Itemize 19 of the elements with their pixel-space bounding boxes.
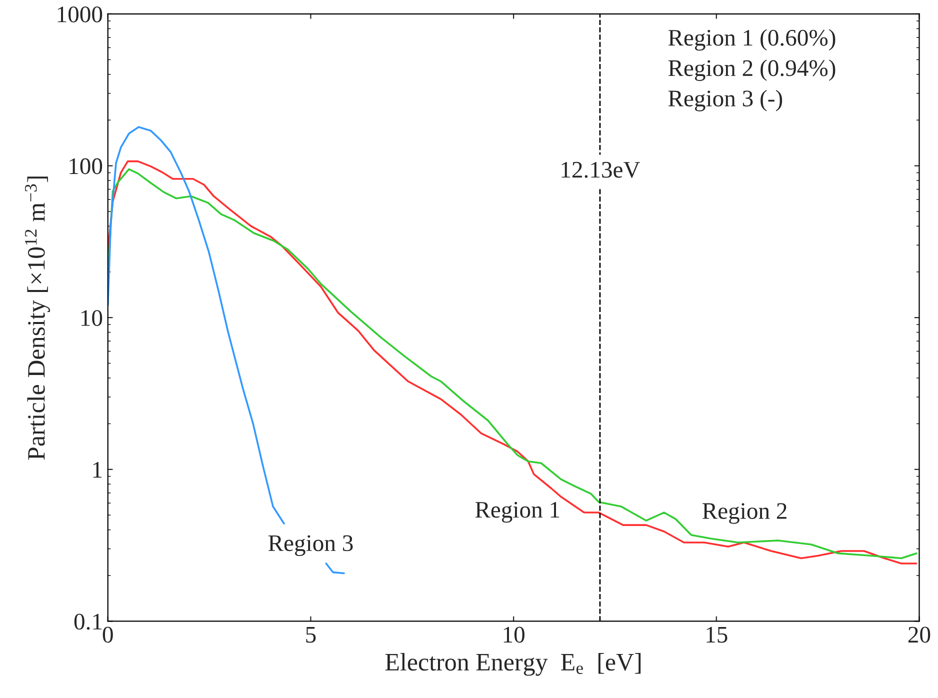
y-tick-label: 1 xyxy=(93,462,102,478)
x-axis-title: Electron Energy E$_{e}$ [eV] xyxy=(385,653,641,676)
annotation: Region 3 xyxy=(268,535,353,556)
x-tick-label: 5 xyxy=(306,627,316,643)
y-tick-label: 10 xyxy=(81,310,102,326)
y-tick-label: 1000 xyxy=(58,6,102,22)
annotation: Region 1 (0.60%) xyxy=(668,29,836,51)
annotation: Region 2 xyxy=(702,503,786,524)
y-axis-title: Particle Density [×10$^{12}$ m$^{−3}$] xyxy=(24,176,50,460)
x-tick-label: 15 xyxy=(706,626,728,643)
ref-line-label: 12.13eV xyxy=(562,162,640,178)
annotation: Region 3 (-) xyxy=(668,90,782,112)
x-tick-label: 10 xyxy=(504,626,524,643)
annotation: Region 2 (0.94%) xyxy=(668,60,836,81)
y-tick-label: 100 xyxy=(70,158,102,174)
y-tick-label: 0.1 xyxy=(74,614,102,630)
annotation: Region 1 xyxy=(475,502,560,523)
x-tick-label: 0 xyxy=(102,626,113,643)
x-tick-label: 20 xyxy=(908,626,930,643)
